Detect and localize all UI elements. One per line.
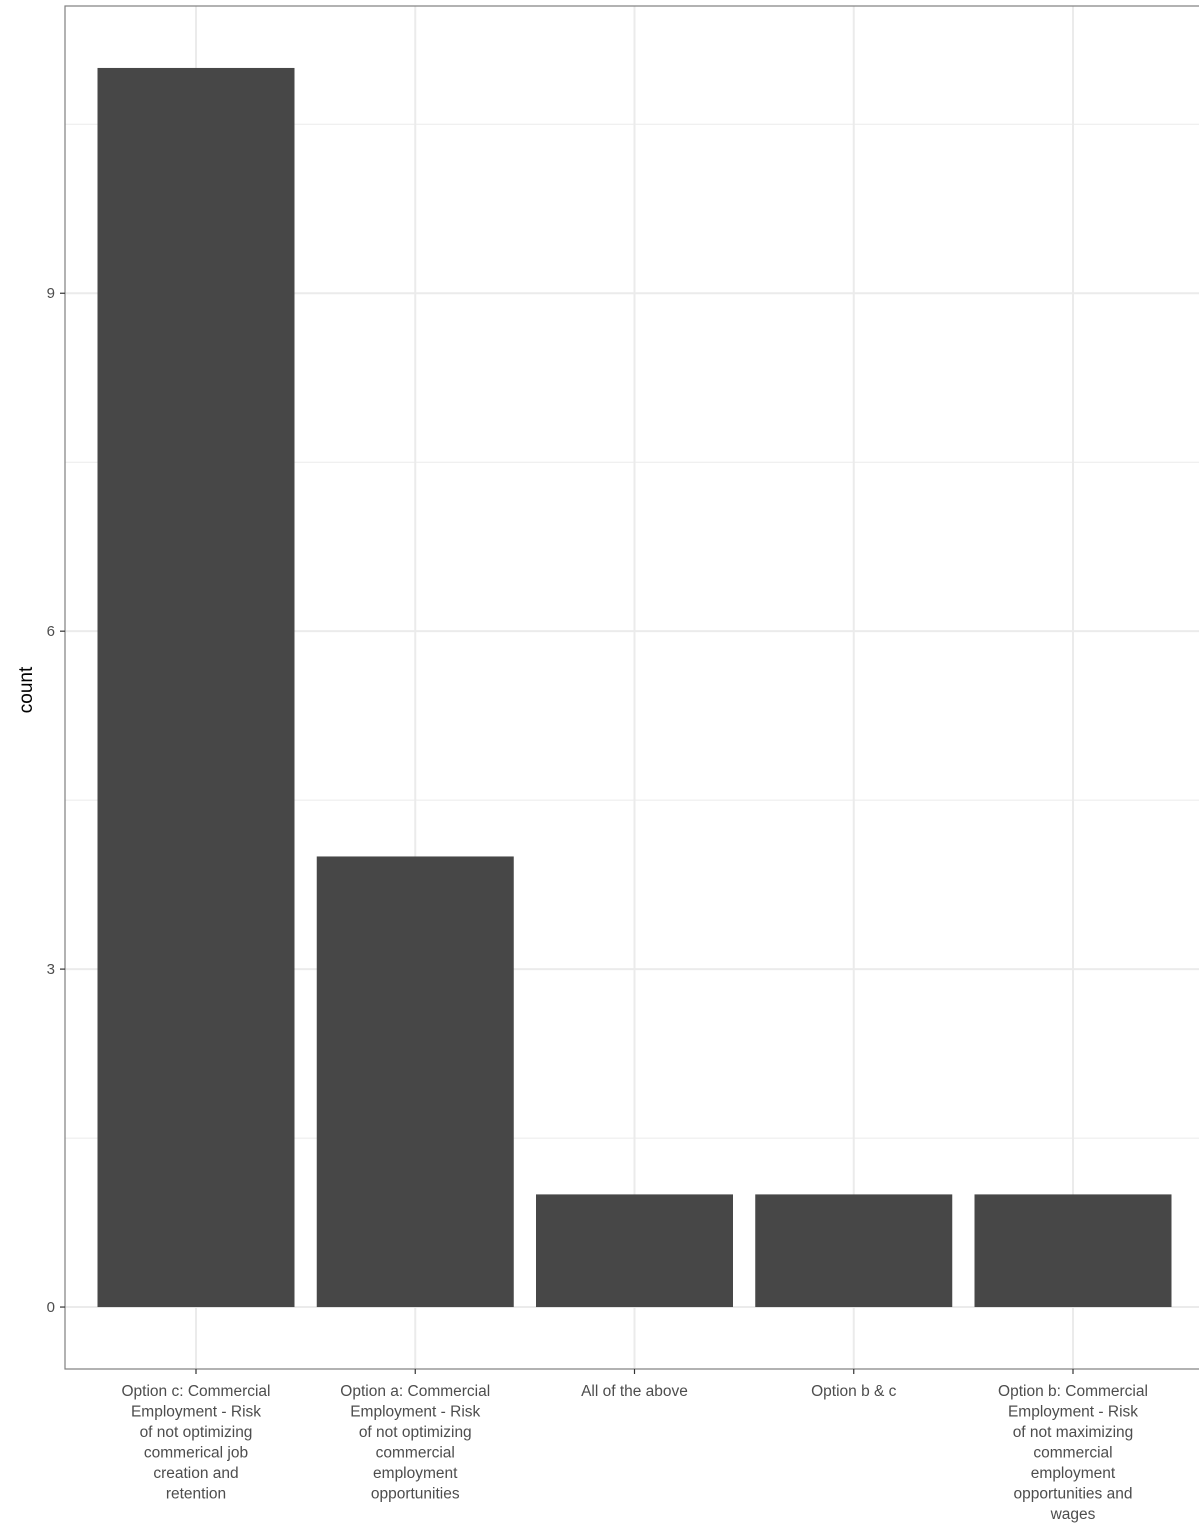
- y-tick-label: 3: [47, 961, 55, 978]
- x-tick-label-line: employment: [373, 1465, 458, 1482]
- bar: [316, 856, 514, 1308]
- x-tick-label: Option c: Commercial Employment - Risk of …: [121, 1383, 270, 1503]
- y-tick-label: 9: [47, 285, 55, 302]
- x-tick-label: Option b & c: [811, 1383, 897, 1400]
- x-tick-label-line: Option a: Commercial: [340, 1383, 490, 1400]
- bar: [974, 1194, 1172, 1308]
- bar: [97, 67, 295, 1308]
- x-tick-label-line: commercial: [376, 1445, 455, 1462]
- x-tick-label-line: wages: [1050, 1506, 1096, 1523]
- x-tick-label-line: Employment - Risk: [350, 1404, 480, 1421]
- x-tick-label-line: of not maximizing: [1013, 1424, 1134, 1441]
- x-tick-label-line: All of the above: [581, 1383, 688, 1400]
- x-tick-label-line: Employment - Risk: [131, 1404, 261, 1421]
- y-tick-label: 0: [47, 1299, 55, 1316]
- x-tick-label: Option a: Commercial Employment - Risk of …: [340, 1383, 490, 1503]
- x-tick-label: Option b: Commercial Employment - Risk of …: [998, 1383, 1148, 1523]
- y-axis-title: count: [16, 666, 37, 713]
- x-tick-label-line: retention: [166, 1486, 226, 1503]
- x-tick-label-line: Option b & c: [811, 1383, 897, 1400]
- x-tick-label-line: of not optimizing: [359, 1424, 472, 1441]
- x-tick-label-line: creation and: [153, 1465, 238, 1482]
- bar: [536, 1194, 733, 1308]
- x-tick-label-line: commercial: [1033, 1445, 1112, 1462]
- x-axis: Option c: Commercial Employment - Risk of …: [121, 1369, 1148, 1523]
- x-tick-label-line: opportunities and: [1014, 1486, 1133, 1503]
- x-tick-label-line: opportunities: [371, 1486, 460, 1503]
- x-tick-label-line: employment: [1031, 1465, 1116, 1482]
- x-tick-label-line: Option c: Commercial: [121, 1383, 270, 1400]
- x-tick-label-line: of not optimizing: [140, 1424, 253, 1441]
- bar: [755, 1194, 953, 1308]
- x-tick-label-line: commerical job: [144, 1445, 248, 1462]
- y-tick-label: 6: [47, 623, 55, 640]
- bars: [97, 67, 1172, 1308]
- x-tick-label-line: Employment - Risk: [1008, 1404, 1138, 1421]
- x-tick-label-line: Option b: Commercial: [998, 1383, 1148, 1400]
- y-axis: 0 3 6 9: [47, 285, 65, 1316]
- x-tick-label: All of the above: [581, 1383, 688, 1400]
